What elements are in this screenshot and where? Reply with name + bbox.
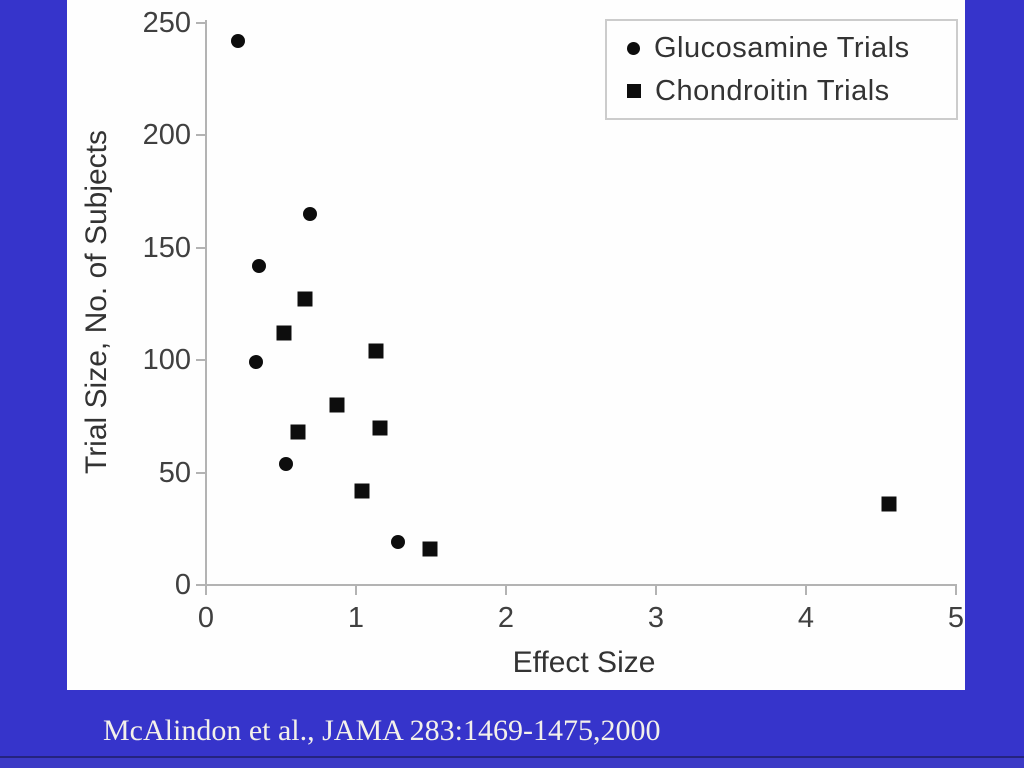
y-tick-label: 100 (142, 344, 191, 376)
data-point-circle (391, 535, 405, 550)
legend-item: Glucosamine Trials (627, 32, 956, 65)
x-tick (805, 586, 807, 595)
data-point-square (422, 541, 437, 557)
data-point-circle (302, 206, 317, 221)
y-axis (205, 20, 207, 587)
x-tick-label: 3 (647, 602, 665, 634)
y-axis-label: Trial Size, No. of Subjects (80, 129, 113, 475)
x-tick-label: 5 (947, 602, 965, 634)
y-tick-label: 200 (142, 119, 191, 151)
x-tick-label: 4 (797, 602, 815, 634)
citation-text: McAlindon et al., JAMA 283:1469-1475,200… (103, 714, 661, 747)
y-tick-label: 0 (174, 569, 191, 601)
data-point-square (290, 424, 305, 440)
x-axis-label: Effect Size (512, 646, 656, 679)
x-tick-label: 2 (497, 602, 515, 634)
y-tick (196, 359, 205, 361)
chart-panel: 0 1 2 3 4 5 0 50 100 150 200 250 Trial Size, No. of… (67, 0, 965, 690)
data-point-square (297, 291, 313, 307)
x-tick (355, 586, 357, 595)
data-point-circle (278, 456, 293, 471)
x-tick-label: 1 (347, 602, 365, 634)
x-tick (505, 586, 507, 595)
x-tick (655, 586, 657, 595)
square-marker-icon (627, 84, 641, 98)
y-tick (196, 134, 205, 136)
data-point-square (329, 397, 344, 413)
circle-marker-icon (627, 41, 640, 55)
data-point-circle (251, 258, 266, 273)
y-tick-label: 50 (158, 456, 191, 489)
data-point-square (276, 325, 292, 341)
bottom-divider (0, 756, 1024, 758)
data-point-square (368, 343, 383, 359)
data-point-circle (230, 33, 245, 48)
data-point-square (372, 420, 388, 435)
x-axis (205, 584, 957, 586)
data-point-square (354, 483, 370, 498)
data-point-square (881, 496, 896, 512)
legend-label: Chondroitin Trials (655, 74, 890, 107)
y-tick-label: 250 (142, 6, 191, 39)
x-tick-label: 0 (197, 602, 215, 634)
y-tick (196, 21, 205, 24)
x-tick (955, 586, 957, 595)
bottom-strip (0, 758, 1024, 768)
scatter-plot: 0 1 2 3 4 5 0 50 100 150 200 250 (67, 0, 965, 690)
y-tick-label: 150 (142, 231, 191, 264)
y-tick (196, 471, 205, 474)
legend: Glucosamine Trials Chondroitin Trials (605, 19, 958, 120)
y-tick (196, 246, 205, 249)
y-tick (196, 584, 205, 586)
legend-item: Chondroitin Trials (627, 75, 956, 108)
data-point-circle (248, 355, 263, 370)
x-tick (205, 586, 207, 595)
legend-label: Glucosamine Trials (654, 31, 910, 64)
